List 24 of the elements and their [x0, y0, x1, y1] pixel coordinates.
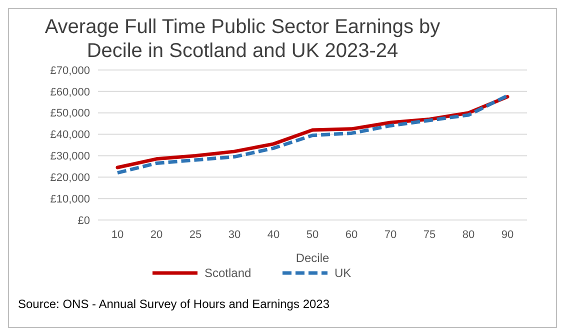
legend-label: UK [334, 266, 352, 280]
x-tick-label: 30 [228, 229, 241, 241]
x-tick-label: 75 [423, 229, 436, 241]
x-tick-label: 80 [462, 229, 475, 241]
x-tick-label: 70 [384, 229, 397, 241]
x-tick-label: 10 [111, 229, 124, 241]
x-tick-label: 90 [501, 229, 514, 241]
y-tick-label: £30,000 [50, 150, 90, 163]
x-tick-label: 60 [345, 229, 358, 241]
y-tick-label: £40,000 [50, 129, 90, 142]
y-tick-label: £70,000 [50, 64, 90, 77]
legend-label: Scotland [204, 266, 252, 280]
x-tick-label: 40 [267, 229, 280, 241]
x-axis-title: Decile [296, 251, 330, 265]
chart-title: Average Full Time Public Sector Earnings by Decile in Scotland and UK 2023-24 [44, 16, 440, 62]
y-tick-label: £10,000 [50, 193, 90, 206]
x-tick-label: 25 [189, 229, 202, 241]
source-note: Source: ONS - Annual Survey of Hours and Earnings 2023 [18, 297, 330, 311]
y-tick-label: £0 [78, 214, 90, 227]
y-tick-label: £20,000 [50, 172, 90, 184]
x-tick-label: 50 [306, 229, 319, 241]
y-tick-label: £50,000 [50, 108, 90, 120]
x-tick-label: 20 [150, 229, 163, 241]
y-tick-label: £60,000 [50, 86, 90, 98]
